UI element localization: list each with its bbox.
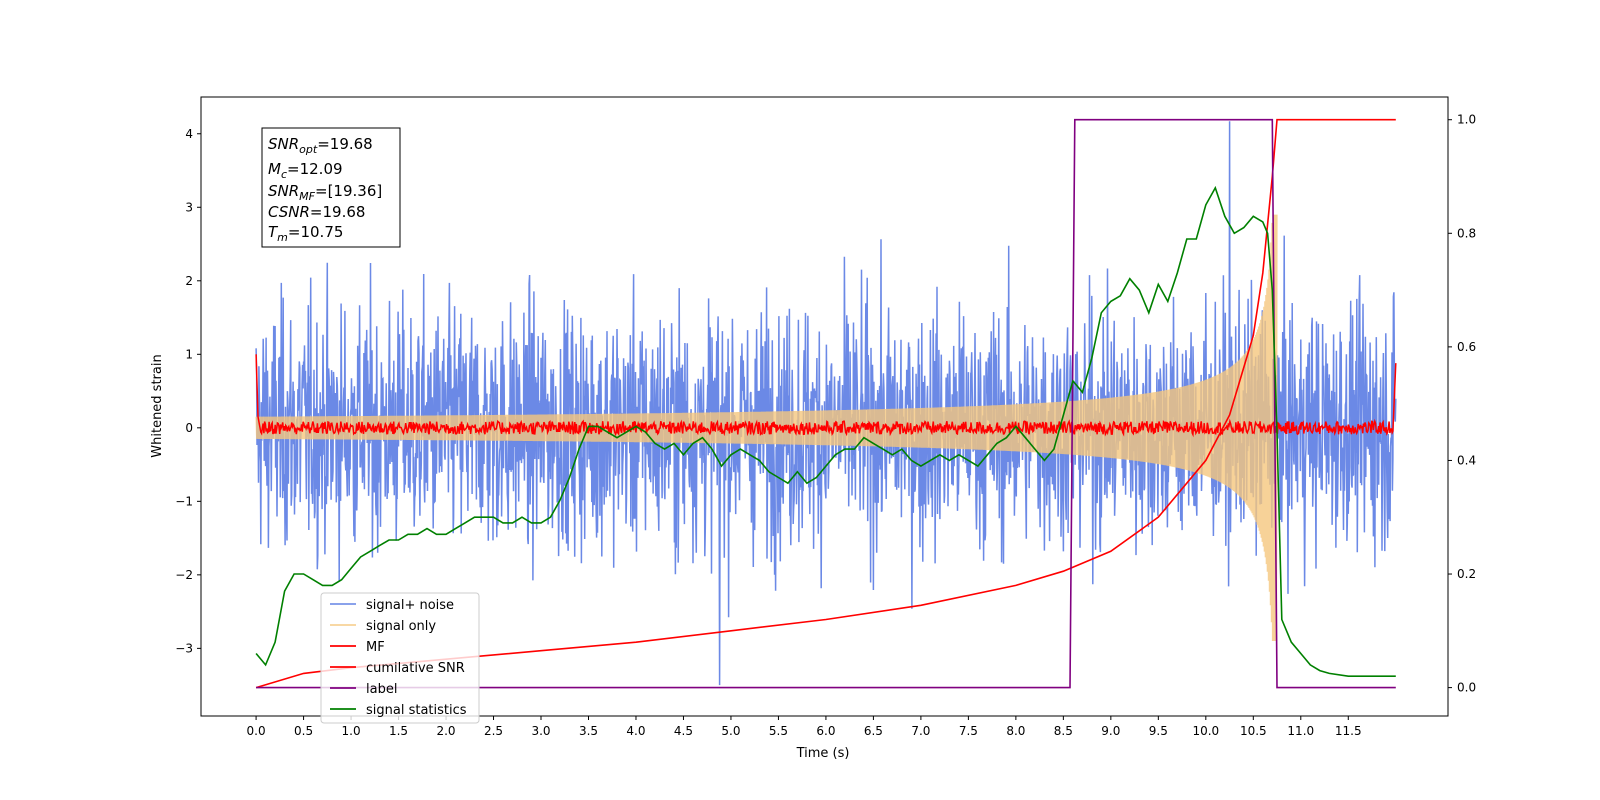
legend-label: signal+ noise — [366, 598, 454, 613]
x-tick-label: 3.0 — [531, 724, 550, 738]
x-tick-label: 9.0 — [1101, 724, 1120, 738]
legend-label: label — [366, 682, 397, 697]
plot-frame — [200, 96, 1449, 717]
series-signal-noise — [255, 121, 1397, 686]
x-axis: 0.0 0.5 1.0 1.5 2.0 2.5 3.0 3.5 4.0 4.5 5.0 5.5 6.0 6… — [247, 716, 1362, 738]
info-snr-opt: SNRopt=19.68 — [268, 135, 373, 156]
info-snr-mf: SNRMF=[19.36] — [268, 182, 382, 203]
y-left-tick-label: 3 — [185, 200, 193, 214]
series-label — [256, 118, 1396, 689]
legend: signal+ noise signal only MF cumilative SNR… — [320, 592, 480, 724]
y-left-tick-label: −1 — [175, 494, 193, 508]
info-mc: Mc=12.09 — [268, 160, 343, 181]
x-tick-label: 11.5 — [1335, 724, 1362, 738]
x-axis-label: Time (s) — [796, 746, 850, 761]
x-tick-label: 2.5 — [484, 724, 503, 738]
y-axis-right: 0.0 0.2 0.4 0.6 0.8 1.0 — [1448, 113, 1476, 695]
x-tick-label: 2.0 — [436, 724, 455, 738]
x-tick-label: 3.5 — [579, 724, 598, 738]
y-right-tick-label: 0.8 — [1457, 226, 1476, 240]
x-tick-label: 0.5 — [294, 724, 313, 738]
y-right-tick-label: 0.6 — [1457, 340, 1476, 354]
x-tick-label: 6.0 — [816, 724, 835, 738]
y-left-tick-label: 4 — [185, 127, 193, 141]
x-tick-label: 11.0 — [1287, 724, 1314, 738]
info-box: SNRopt=19.68 Mc=12.09 SNRMF=[19.36] CSNR… — [261, 127, 401, 248]
x-tick-label: 8.0 — [1006, 724, 1025, 738]
legend-label: cumilative SNR — [366, 661, 465, 676]
legend-label: signal only — [366, 619, 436, 634]
y-right-tick-label: 0.0 — [1457, 681, 1476, 695]
y-left-tick-label: 2 — [185, 274, 193, 288]
info-box-frame — [261, 127, 401, 248]
y-left-tick-label: 1 — [185, 347, 193, 361]
x-tick-label: 0.0 — [247, 724, 266, 738]
legend-label: MF — [366, 640, 385, 655]
x-tick-label: 5.5 — [769, 724, 788, 738]
x-tick-label: 8.5 — [1054, 724, 1073, 738]
y-axis-label: Whitened strain — [150, 354, 165, 457]
series-mf — [255, 354, 1397, 438]
legend-label: signal statistics — [366, 703, 467, 718]
y-left-tick-label: −2 — [175, 568, 193, 582]
x-tick-label: 10.0 — [1192, 724, 1219, 738]
legend-frame — [320, 592, 480, 724]
y-left-tick-label: −3 — [175, 641, 193, 655]
x-tick-label: 7.5 — [959, 724, 978, 738]
x-tick-label: 6.5 — [864, 724, 883, 738]
info-tm: Tm=10.75 — [268, 223, 343, 244]
y-right-tick-label: 1.0 — [1457, 113, 1476, 127]
y-axis-left: −3 −2 −1 0 1 2 3 4 — [175, 127, 201, 655]
y-left-tick-label: 0 — [185, 421, 193, 435]
x-tick-label: 4.0 — [626, 724, 645, 738]
y-right-tick-label: 0.2 — [1457, 567, 1476, 581]
x-tick-label: 10.5 — [1240, 724, 1267, 738]
x-tick-label: 5.0 — [721, 724, 740, 738]
x-tick-label: 9.5 — [1149, 724, 1168, 738]
x-tick-label: 1.5 — [389, 724, 408, 738]
info-csnr: CSNR=19.68 — [268, 203, 365, 221]
x-tick-label: 1.0 — [342, 724, 361, 738]
x-tick-label: 4.5 — [674, 724, 693, 738]
x-tick-label: 7.0 — [911, 724, 930, 738]
y-right-tick-label: 0.4 — [1457, 453, 1476, 467]
series-signal-statistics — [255, 185, 1396, 678]
